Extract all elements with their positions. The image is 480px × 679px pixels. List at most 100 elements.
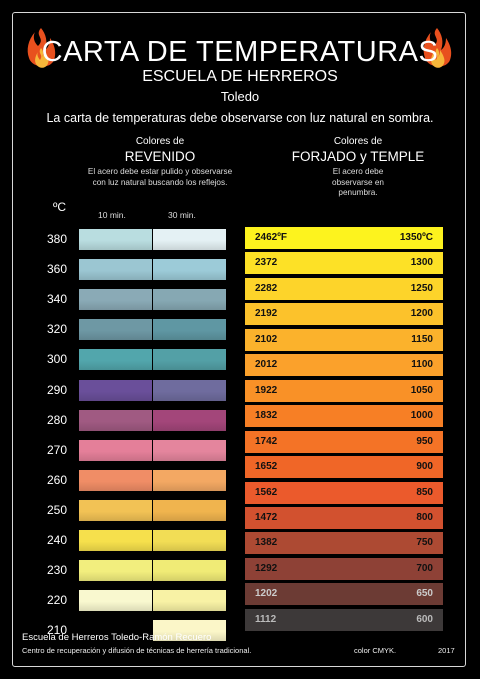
forjado-description: El acero debe observarse en penumbra. xyxy=(332,167,384,197)
celsius-value: 800 xyxy=(416,511,433,523)
celsius-value: 1050 xyxy=(410,384,433,396)
revenido-temp-label: 380 xyxy=(46,232,68,246)
forjado-color-bar: 1922 1050 xyxy=(245,379,443,402)
forjado-color-bar: 2192 1200 xyxy=(245,303,443,326)
celsius-value: 1300 xyxy=(410,257,433,269)
forjado-color-bar: 1562 850 xyxy=(245,481,443,504)
revenido-swatch-30min xyxy=(153,229,226,250)
forjado-color-bar: 2102 1150 xyxy=(245,328,443,351)
forjado-color-bar: 1292 700 xyxy=(245,557,443,580)
revenido-swatch-30min xyxy=(153,620,226,642)
revenido-swatch-30min xyxy=(153,379,226,401)
revenido-swatch-10min xyxy=(79,229,152,250)
revenido-temp-label: 360 xyxy=(46,262,68,277)
revenido-swatch-10min xyxy=(79,530,152,551)
celsius-value: 1200 xyxy=(410,308,433,320)
revenido-swatch-30min xyxy=(153,590,226,612)
celsius-value: 1250 xyxy=(410,282,433,294)
fahrenheit-value: 2012 xyxy=(255,359,278,371)
revenido-swatch-30min xyxy=(153,289,226,311)
revenido-swatch-30min xyxy=(153,560,226,582)
city-label: Toledo xyxy=(220,89,260,104)
celsius-value: 950 xyxy=(416,435,433,447)
celsius-unit-label: ºC xyxy=(53,200,67,214)
revenido-temp-label: 260 xyxy=(46,472,68,487)
revenido-temp-label: 230 xyxy=(46,563,68,578)
fahrenheit-value: 1292 xyxy=(255,562,278,574)
forjado-color-bar: 2462ºF 1350ºC xyxy=(245,227,443,249)
revenido-temp-label: 320 xyxy=(46,322,68,337)
flame-logo-icon xyxy=(423,28,452,68)
fahrenheit-value: 2192 xyxy=(255,308,278,320)
celsius-value: 750 xyxy=(416,537,433,549)
footer-school-name: Escuela de Herreros Toledo-Ramón Recuero xyxy=(22,632,212,643)
flame-logo-icon xyxy=(27,28,56,68)
forjado-heading-small: Colores de xyxy=(333,136,383,147)
celsius-value: 600 xyxy=(416,613,433,625)
revenido-swatch-10min xyxy=(79,289,152,311)
revenido-swatch-10min xyxy=(79,499,152,521)
revenido-swatch-10min xyxy=(79,379,152,401)
fahrenheit-value: 1652 xyxy=(255,461,278,473)
revenido-swatch-30min xyxy=(153,319,226,341)
revenido-heading-title: REVENIDO xyxy=(124,149,196,164)
revenido-heading-small: Colores de xyxy=(135,136,185,147)
forjado-color-bar: 1382 750 xyxy=(245,532,443,555)
celsius-value: 1000 xyxy=(410,410,433,422)
page-subtitle: ESCUELA DE HERREROS xyxy=(142,68,338,85)
celsius-value: 900 xyxy=(416,461,433,473)
celsius-value: 1150 xyxy=(411,333,433,345)
revenido-temp-label: 280 xyxy=(46,412,68,427)
celsius-value: 1350ºC xyxy=(399,232,433,243)
forjado-color-bar: 1472 800 xyxy=(245,506,443,529)
revenido-swatch-10min xyxy=(79,349,152,371)
revenido-temp-label: 210 xyxy=(46,623,68,638)
fahrenheit-value: 1562 xyxy=(255,486,278,498)
celsius-value: 1100 xyxy=(411,359,433,371)
fahrenheit-value: 1922 xyxy=(255,384,278,396)
fahrenheit-value: 2462ºF xyxy=(255,232,288,243)
revenido-swatch-10min xyxy=(79,560,152,582)
celsius-value: 850 xyxy=(416,486,433,498)
time-30-label: 30 min. xyxy=(168,210,196,220)
fahrenheit-value: 1202 xyxy=(255,588,278,600)
footer-year: 2017 xyxy=(438,646,455,655)
revenido-swatch-30min xyxy=(153,409,226,431)
forjado-heading: Colores de FORJADO y TEMPLE El acero deb… xyxy=(258,135,458,199)
forjado-heading-title: FORJADO y TEMPLE xyxy=(291,149,425,164)
revenido-swatch-10min xyxy=(79,259,152,281)
revenido-swatch-30min xyxy=(153,469,226,491)
forjado-color-bar: 1652 900 xyxy=(245,456,443,479)
celsius-value: 650 xyxy=(416,588,433,600)
revenido-temp-label: 220 xyxy=(46,593,68,608)
fahrenheit-value: 2372 xyxy=(255,257,278,269)
revenido-swatch-30min xyxy=(153,259,226,281)
forjado-color-bar: 1112 600 xyxy=(245,608,443,631)
revenido-swatch-30min xyxy=(153,499,226,521)
fahrenheit-value: 1832 xyxy=(255,410,278,422)
revenido-temp-label: 240 xyxy=(46,533,68,547)
forjado-color-bar: 2372 1300 xyxy=(245,252,443,275)
revenido-swatch-30min xyxy=(153,530,226,551)
page-title: CARTA DE TEMPERATURAS xyxy=(41,36,439,68)
revenido-swatch-10min xyxy=(79,590,152,612)
revenido-description: El acero debe estar pulido y observarse … xyxy=(87,167,233,187)
revenido-swatch-10min xyxy=(79,409,152,431)
revenido-temp-label: 290 xyxy=(46,382,68,397)
revenido-swatch-30min xyxy=(153,349,226,371)
fahrenheit-value: 2102 xyxy=(255,333,278,345)
forjado-color-bar: 2282 1250 xyxy=(245,277,443,300)
forjado-color-bar: 1742 950 xyxy=(245,430,443,453)
revenido-heading: Colores de REVENIDO El acero debe estar … xyxy=(60,135,260,188)
revenido-temp-label: 300 xyxy=(46,352,68,367)
fahrenheit-value: 2282 xyxy=(255,282,278,294)
footer-description: Centro de recuperación y difusión de téc… xyxy=(22,646,252,655)
observation-note: La carta de temperaturas debe observarse… xyxy=(46,111,434,125)
fahrenheit-value: 1742 xyxy=(255,435,278,447)
revenido-swatch-10min xyxy=(79,439,152,461)
fahrenheit-value: 1472 xyxy=(255,511,278,523)
time-10-label: 10 min. xyxy=(98,210,126,220)
forjado-color-bar: 1832 1000 xyxy=(245,405,443,428)
revenido-swatch-30min xyxy=(153,439,226,461)
celsius-value: 700 xyxy=(416,562,433,574)
